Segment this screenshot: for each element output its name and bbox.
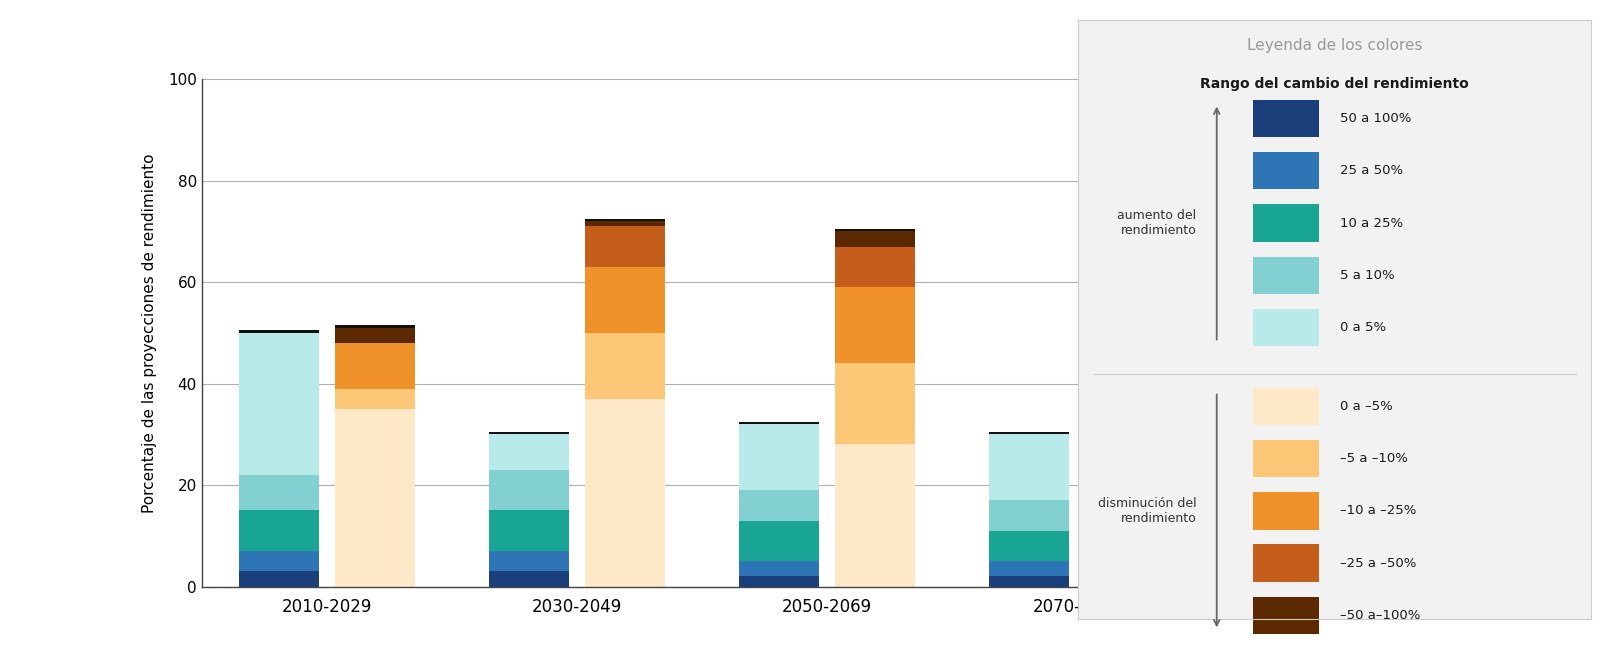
Bar	[1240, 536, 1320, 546]
Text: 5 a 10%: 5 a 10%	[1340, 269, 1394, 282]
Bar	[1240, 432, 1320, 434]
Bar	[1085, 241, 1165, 282]
Y-axis label: Porcentaje de las proyecciones de rendimiento: Porcentaje de las proyecciones de rendim…	[142, 153, 157, 513]
Bar	[989, 577, 1070, 587]
Bar	[1085, 226, 1165, 241]
Text: disminución del
rendimiento: disminución del rendimiento	[1098, 497, 1196, 525]
Text: Leyenda de los colores: Leyenda de los colores	[1248, 38, 1422, 53]
Bar	[989, 530, 1070, 561]
Bar	[584, 267, 665, 333]
Bar	[1335, 282, 1415, 470]
FancyBboxPatch shape	[1252, 309, 1319, 346]
Text: 0 a 5%: 0 a 5%	[1340, 321, 1386, 334]
Text: –5 a –10%: –5 a –10%	[1340, 452, 1407, 465]
Text: 10 a 25%: 10 a 25%	[1340, 217, 1403, 229]
Bar	[239, 330, 320, 333]
Bar	[334, 325, 415, 328]
FancyBboxPatch shape	[1252, 152, 1319, 190]
Bar	[1085, 449, 1165, 587]
Bar	[584, 399, 665, 587]
Bar	[834, 231, 915, 246]
Bar	[489, 434, 570, 470]
FancyBboxPatch shape	[1252, 492, 1319, 529]
Bar	[989, 432, 1070, 434]
Bar	[989, 434, 1070, 500]
Bar	[834, 444, 915, 587]
Text: –50 a–100%: –50 a–100%	[1340, 609, 1420, 621]
Bar	[739, 422, 820, 424]
Bar	[1240, 546, 1320, 587]
Bar	[1085, 363, 1165, 449]
Bar	[1335, 183, 1415, 186]
Bar	[1335, 211, 1415, 282]
Bar	[489, 551, 570, 571]
Bar	[834, 246, 915, 287]
Bar	[239, 510, 320, 551]
Bar	[739, 521, 820, 561]
Text: 25 a 50%: 25 a 50%	[1340, 164, 1403, 177]
Bar	[239, 571, 320, 587]
Bar	[489, 571, 570, 587]
Bar	[1240, 510, 1320, 536]
Text: –10 a –25%: –10 a –25%	[1340, 504, 1417, 517]
FancyBboxPatch shape	[1252, 544, 1319, 582]
FancyBboxPatch shape	[1252, 100, 1319, 137]
Bar	[584, 219, 665, 221]
Bar	[739, 490, 820, 521]
FancyBboxPatch shape	[1252, 204, 1319, 242]
FancyBboxPatch shape	[1252, 596, 1319, 634]
Bar	[584, 226, 665, 267]
Bar	[1240, 434, 1320, 485]
Bar	[1085, 223, 1165, 226]
Bar	[1335, 566, 1415, 587]
Bar	[489, 432, 570, 434]
Text: 0 a –5%: 0 a –5%	[1340, 400, 1393, 413]
Bar	[489, 510, 570, 551]
Bar	[739, 561, 820, 577]
Bar	[334, 389, 415, 409]
Bar	[1335, 186, 1415, 211]
Bar	[834, 287, 915, 363]
Text: –25 a –50%: –25 a –50%	[1340, 557, 1417, 569]
Bar	[334, 328, 415, 343]
Bar	[239, 551, 320, 571]
Bar	[334, 343, 415, 389]
FancyBboxPatch shape	[1252, 256, 1319, 294]
Bar	[989, 561, 1070, 577]
Bar	[1240, 485, 1320, 510]
Bar	[1335, 470, 1415, 566]
Bar	[739, 424, 820, 490]
FancyBboxPatch shape	[1252, 440, 1319, 477]
Bar	[239, 475, 320, 510]
Bar	[239, 333, 320, 475]
Text: aumento del
rendimiento: aumento del rendimiento	[1117, 209, 1196, 237]
Bar	[834, 229, 915, 231]
Bar	[1085, 282, 1165, 363]
Bar	[739, 577, 820, 587]
Bar	[489, 470, 570, 510]
Bar	[334, 409, 415, 587]
Bar	[989, 500, 1070, 530]
FancyBboxPatch shape	[1252, 388, 1319, 425]
Text: Rango del cambio del rendimiento: Rango del cambio del rendimiento	[1201, 76, 1469, 91]
Bar	[834, 363, 915, 444]
Bar	[584, 221, 665, 226]
Text: 50 a 100%: 50 a 100%	[1340, 112, 1411, 125]
Bar	[584, 333, 665, 399]
